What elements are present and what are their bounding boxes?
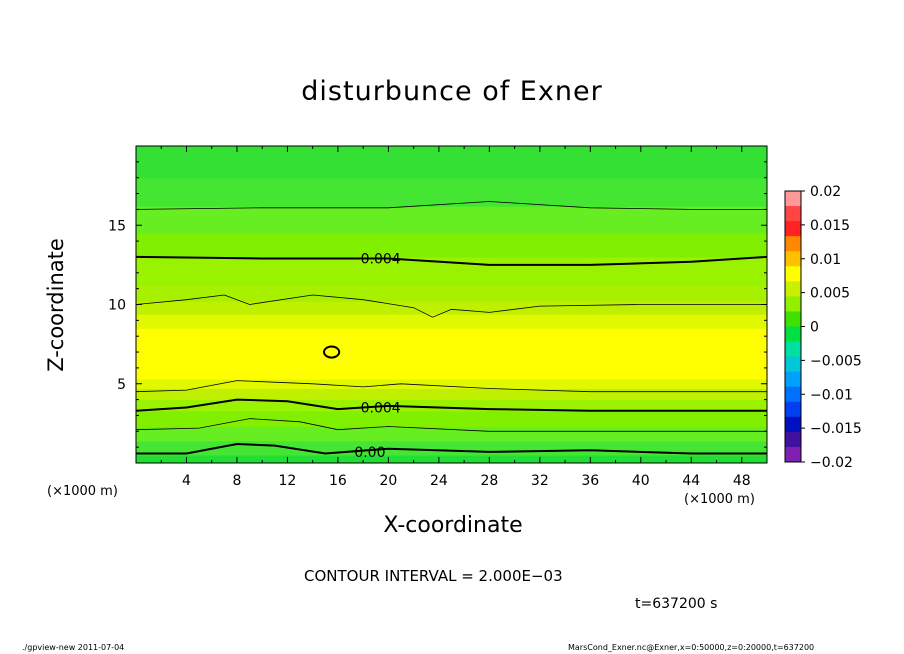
- colorbar-segment: [785, 356, 801, 373]
- footer-right: MarsCond_Exner.nc@Exner,x=0:50000,z=0:20…: [568, 643, 815, 652]
- colorbar-label: 0.02: [810, 184, 841, 200]
- contour-z3.8: [136, 398, 767, 412]
- y-axis-ticks: 5 10 15: [108, 145, 767, 464]
- band-14: [136, 177, 767, 207]
- colorbar-label: 0.015: [810, 218, 850, 234]
- contour-label-upper: 0.004: [361, 252, 401, 268]
- band-0: [136, 455, 767, 463]
- band-9: [136, 301, 767, 315]
- contour-labels: 0.004 0.004 0.00: [354, 252, 401, 461]
- colorbar-label: 0.005: [810, 286, 850, 302]
- y-axis-label: Z-coordinate: [44, 238, 68, 372]
- band-2: [136, 426, 767, 442]
- colorbar-segment: [785, 251, 801, 267]
- x-tick-label: 24: [430, 473, 448, 489]
- band-10: [136, 285, 767, 302]
- contour-z5: [136, 380, 767, 393]
- y-tick-label: 5: [117, 377, 126, 393]
- band-15: [136, 146, 767, 179]
- colorbar-segment: [785, 371, 801, 388]
- colorbar-segment: [785, 221, 801, 237]
- contour-z16: [136, 201, 767, 210]
- colorbar-segment: [785, 386, 801, 403]
- x-axis-ticks: 4 8 12 16 20 24 28 32 36 40 44 48: [135, 146, 768, 489]
- band-6: [136, 378, 767, 390]
- colorbar-segment: [785, 446, 801, 463]
- contour-z1: [136, 442, 767, 455]
- closed-contour: [323, 345, 341, 359]
- contour-label-bottom: 0.00: [354, 445, 385, 461]
- colorbar-segment: [785, 431, 801, 448]
- x-tick-label: 44: [682, 473, 700, 489]
- colorbar-segment: [785, 341, 801, 358]
- colorbar-segment: [785, 296, 801, 312]
- band-8: [136, 314, 767, 329]
- colorbar-label: −0.02: [810, 455, 853, 471]
- colorbar-segment: [785, 236, 801, 252]
- x-axis-label: X-coordinate: [383, 513, 523, 538]
- x-tick-label: 8: [232, 473, 241, 489]
- band-4: [136, 399, 767, 412]
- x-unit-label: (×1000 m): [684, 492, 755, 507]
- colorbar-label: −0.005: [810, 353, 862, 369]
- colorbar-label: −0.015: [810, 421, 862, 437]
- contour-z10: [136, 294, 767, 318]
- x-tick-label: 48: [733, 473, 751, 489]
- colorbar-label: −0.01: [810, 387, 853, 403]
- band-5: [136, 388, 767, 401]
- x-tick-label: 4: [182, 473, 191, 489]
- x-tick-label: 36: [581, 473, 599, 489]
- colorbar-segment: [785, 191, 801, 207]
- colorbar-label: 0: [810, 320, 819, 336]
- band-3: [136, 410, 767, 428]
- contour-z13: [136, 255, 767, 266]
- y-tick-label: 10: [108, 298, 126, 314]
- colorbar-segment: [785, 311, 801, 327]
- colorbar: 0.02 0.015 0.01 0.005 0 −0.005 −0.01 −0.015 −0.0…: [784, 184, 862, 471]
- chart-title: disturbunce of Exner: [301, 76, 603, 107]
- footer-left: ./gpview-new 2011-07-04: [22, 643, 125, 652]
- x-tick-label: 28: [480, 473, 498, 489]
- colorbar-segment: [785, 416, 801, 433]
- colorbar-segment: [785, 266, 801, 282]
- x-tick-label: 40: [632, 473, 650, 489]
- x-tick-label: 16: [329, 473, 347, 489]
- colorbar-segment: [785, 401, 801, 418]
- contour-lines: [136, 201, 767, 455]
- colorbar-segment: [785, 281, 801, 297]
- colorbar-label: 0.01: [810, 252, 841, 268]
- colorbar-segment: [785, 206, 801, 222]
- x-tick-label: 32: [531, 473, 549, 489]
- colorbar-segment: [785, 326, 801, 342]
- z-unit-label: (×1000 m): [47, 484, 118, 499]
- time-label: t=637200 s: [635, 596, 718, 612]
- band-12: [136, 233, 767, 258]
- contour-interval-text: CONTOUR INTERVAL = 2.000E−03: [304, 567, 563, 585]
- contour-z3: [136, 418, 767, 432]
- contour-label-lower: 0.004: [361, 401, 401, 417]
- band-7: [136, 328, 767, 380]
- band-13: [136, 206, 767, 234]
- y-tick-label: 15: [108, 218, 126, 234]
- x-tick-label: 12: [279, 473, 297, 489]
- x-tick-label: 20: [379, 473, 397, 489]
